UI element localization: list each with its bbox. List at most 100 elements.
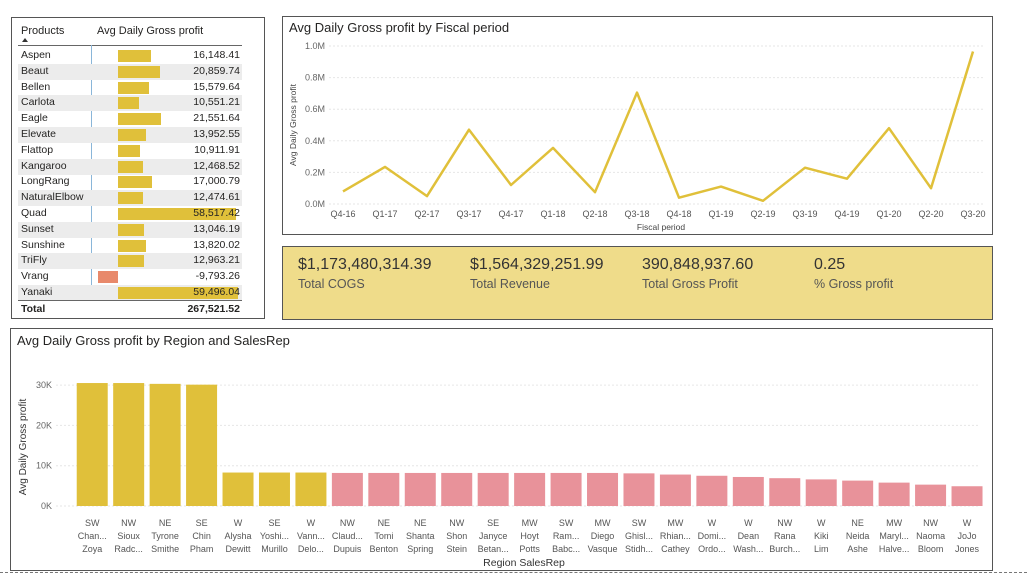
x-tick-rep-line2: Dewitt bbox=[226, 544, 252, 554]
data-bar bbox=[118, 81, 150, 94]
x-tick-label: Q3-19 bbox=[792, 209, 817, 219]
x-tick-region: MW bbox=[886, 518, 902, 528]
data-bar bbox=[118, 97, 140, 110]
table-row[interactable]: Elevate 13,952.55 bbox=[18, 127, 242, 143]
x-tick-rep-line2: Vasque bbox=[588, 544, 618, 554]
col-header-products[interactable]: Products bbox=[21, 25, 65, 37]
x-tick-rep-line2: Stidh... bbox=[625, 544, 653, 554]
x-tick-region: MW bbox=[667, 518, 683, 528]
x-tick-label: Q4-18 bbox=[666, 209, 691, 219]
bar bbox=[441, 472, 473, 506]
x-tick-rep-line1: Alysha bbox=[225, 531, 252, 541]
y-tick-label: 0.2M bbox=[305, 167, 325, 177]
data-bar bbox=[118, 65, 161, 78]
table-row[interactable]: Bellen 15,579.64 bbox=[18, 80, 242, 96]
x-tick-rep-line2: Dupuis bbox=[333, 544, 362, 554]
product-name: NaturalElbow bbox=[21, 191, 84, 204]
table-row[interactable]: TriFly 12,963.21 bbox=[18, 253, 242, 270]
x-tick-rep-line2: Pham bbox=[190, 544, 214, 554]
bar-chart: 0K 10K 20K 30K SW Chan... Zoya NW Sioux Radc... NE… bbox=[18, 380, 983, 569]
data-bar bbox=[118, 208, 237, 220]
x-tick-region: NW bbox=[923, 518, 938, 528]
x-tick-region: SE bbox=[268, 518, 280, 528]
table-row[interactable]: Kangaroo 12,468.52 bbox=[18, 158, 242, 175]
table-row[interactable]: Yanaki 59,496.04 bbox=[18, 285, 242, 301]
x-tick-label: Q3-17 bbox=[456, 209, 481, 219]
product-name: Aspen bbox=[21, 49, 51, 61]
table-row[interactable]: Aspen 16,148.41 bbox=[18, 48, 242, 64]
data-bar bbox=[118, 176, 153, 189]
x-tick-region: NE bbox=[159, 518, 172, 528]
table-row[interactable]: NaturalElbow 12,474.61 bbox=[18, 190, 242, 207]
table-row[interactable]: Flattop 10,911.91 bbox=[18, 143, 242, 159]
x-tick-label: Q3-20 bbox=[960, 209, 985, 219]
x-tick-rep-line1: Shon bbox=[446, 531, 467, 541]
table-row[interactable]: Vrang -9,793.26 bbox=[18, 269, 242, 285]
bar bbox=[404, 472, 436, 506]
kpi-gross-profit-value: 390,848,937.60 bbox=[642, 256, 754, 273]
x-tick-label: Q1-20 bbox=[876, 209, 901, 219]
bar bbox=[222, 472, 254, 506]
x-tick-rep-line2: Wash... bbox=[733, 544, 763, 554]
x-tick-rep-line2: Lim bbox=[814, 544, 829, 554]
bar bbox=[295, 472, 327, 506]
bar bbox=[113, 383, 145, 506]
product-value: 10,551.21 bbox=[193, 96, 240, 109]
bar bbox=[76, 383, 108, 506]
line-chart-panel: Avg Daily Gross profit by Fiscal period … bbox=[282, 16, 993, 235]
y-tick-label: 1.0M bbox=[305, 41, 325, 51]
total-value: 267,521.52 bbox=[187, 303, 240, 315]
product-value: 16,148.41 bbox=[193, 49, 240, 61]
y-tick-label: 0.8M bbox=[305, 73, 325, 83]
product-value: 12,963.21 bbox=[193, 254, 240, 267]
x-tick-label: Q4-16 bbox=[330, 209, 355, 219]
product-value: 13,046.19 bbox=[193, 222, 240, 235]
total-label: Total bbox=[21, 303, 46, 315]
data-bar bbox=[118, 113, 162, 126]
x-tick-label: Q1-19 bbox=[708, 209, 733, 219]
x-tick-label: Q3-18 bbox=[624, 209, 649, 219]
x-tick-label: Q2-17 bbox=[414, 209, 439, 219]
product-name: Carlota bbox=[21, 96, 55, 109]
product-name: Quad bbox=[21, 207, 47, 219]
x-tick-region: W bbox=[708, 518, 717, 528]
bar-chart-title: Avg Daily Gross profit by Region and Sal… bbox=[17, 333, 290, 348]
col-header-metric[interactable]: Avg Daily Gross profit bbox=[97, 25, 204, 37]
kpi-total-cogs-value: $1,173,480,314.39 bbox=[298, 256, 432, 273]
x-tick-label: Q4-19 bbox=[834, 209, 859, 219]
kpi-gross-percent-label: % Gross profit bbox=[814, 277, 894, 291]
bar bbox=[769, 478, 801, 506]
sort-arrow-icon bbox=[22, 38, 28, 42]
bar bbox=[842, 480, 874, 506]
bar bbox=[805, 479, 837, 506]
table-row[interactable]: Quad 58,517.42 bbox=[18, 206, 242, 222]
product-name: Eagle bbox=[21, 112, 48, 125]
page-bottom-edge bbox=[0, 572, 1027, 573]
table-row[interactable]: Sunset 13,046.19 bbox=[18, 221, 242, 238]
kpi-total-revenue-value: $1,564,329,251.99 bbox=[470, 256, 604, 273]
x-tick-rep-line1: Sioux bbox=[117, 531, 140, 541]
product-value: 10,911.91 bbox=[194, 143, 240, 156]
x-tick-rep-line2: Spring bbox=[407, 544, 433, 554]
x-tick-region: NE bbox=[378, 518, 391, 528]
table-row[interactable]: Sunshine 13,820.02 bbox=[18, 238, 242, 254]
kpi-total-revenue-label: Total Revenue bbox=[470, 277, 550, 291]
x-tick-rep-line1: Tyrone bbox=[151, 531, 179, 541]
line-chart-title: Avg Daily Gross profit by Fiscal period bbox=[289, 20, 510, 35]
x-tick-rep-line1: Vann... bbox=[297, 531, 325, 541]
y-tick-label: 30K bbox=[36, 380, 52, 390]
table-row[interactable]: LongRang 17,000.79 bbox=[18, 174, 242, 190]
x-tick-rep-line2: Zoya bbox=[82, 544, 102, 554]
x-tick-rep-line2: Jones bbox=[955, 544, 980, 554]
table-row[interactable]: Eagle 21,551.64 bbox=[18, 111, 242, 127]
table-row[interactable]: Beaut 20,859.74 bbox=[18, 63, 242, 80]
x-tick-rep-line2: Smithe bbox=[151, 544, 179, 554]
product-value: -9,793.26 bbox=[195, 270, 240, 283]
product-name: Sunshine bbox=[21, 238, 65, 251]
x-tick-rep-line2: Ordo... bbox=[698, 544, 726, 554]
kpi-total-cogs-label: Total COGS bbox=[298, 277, 365, 291]
table-row[interactable]: Carlota 10,551.21 bbox=[18, 95, 242, 112]
product-value: 21,551.64 bbox=[193, 112, 240, 125]
y-tick-label: 0.6M bbox=[305, 104, 325, 114]
x-tick-rep-line1: Rana bbox=[774, 531, 796, 541]
